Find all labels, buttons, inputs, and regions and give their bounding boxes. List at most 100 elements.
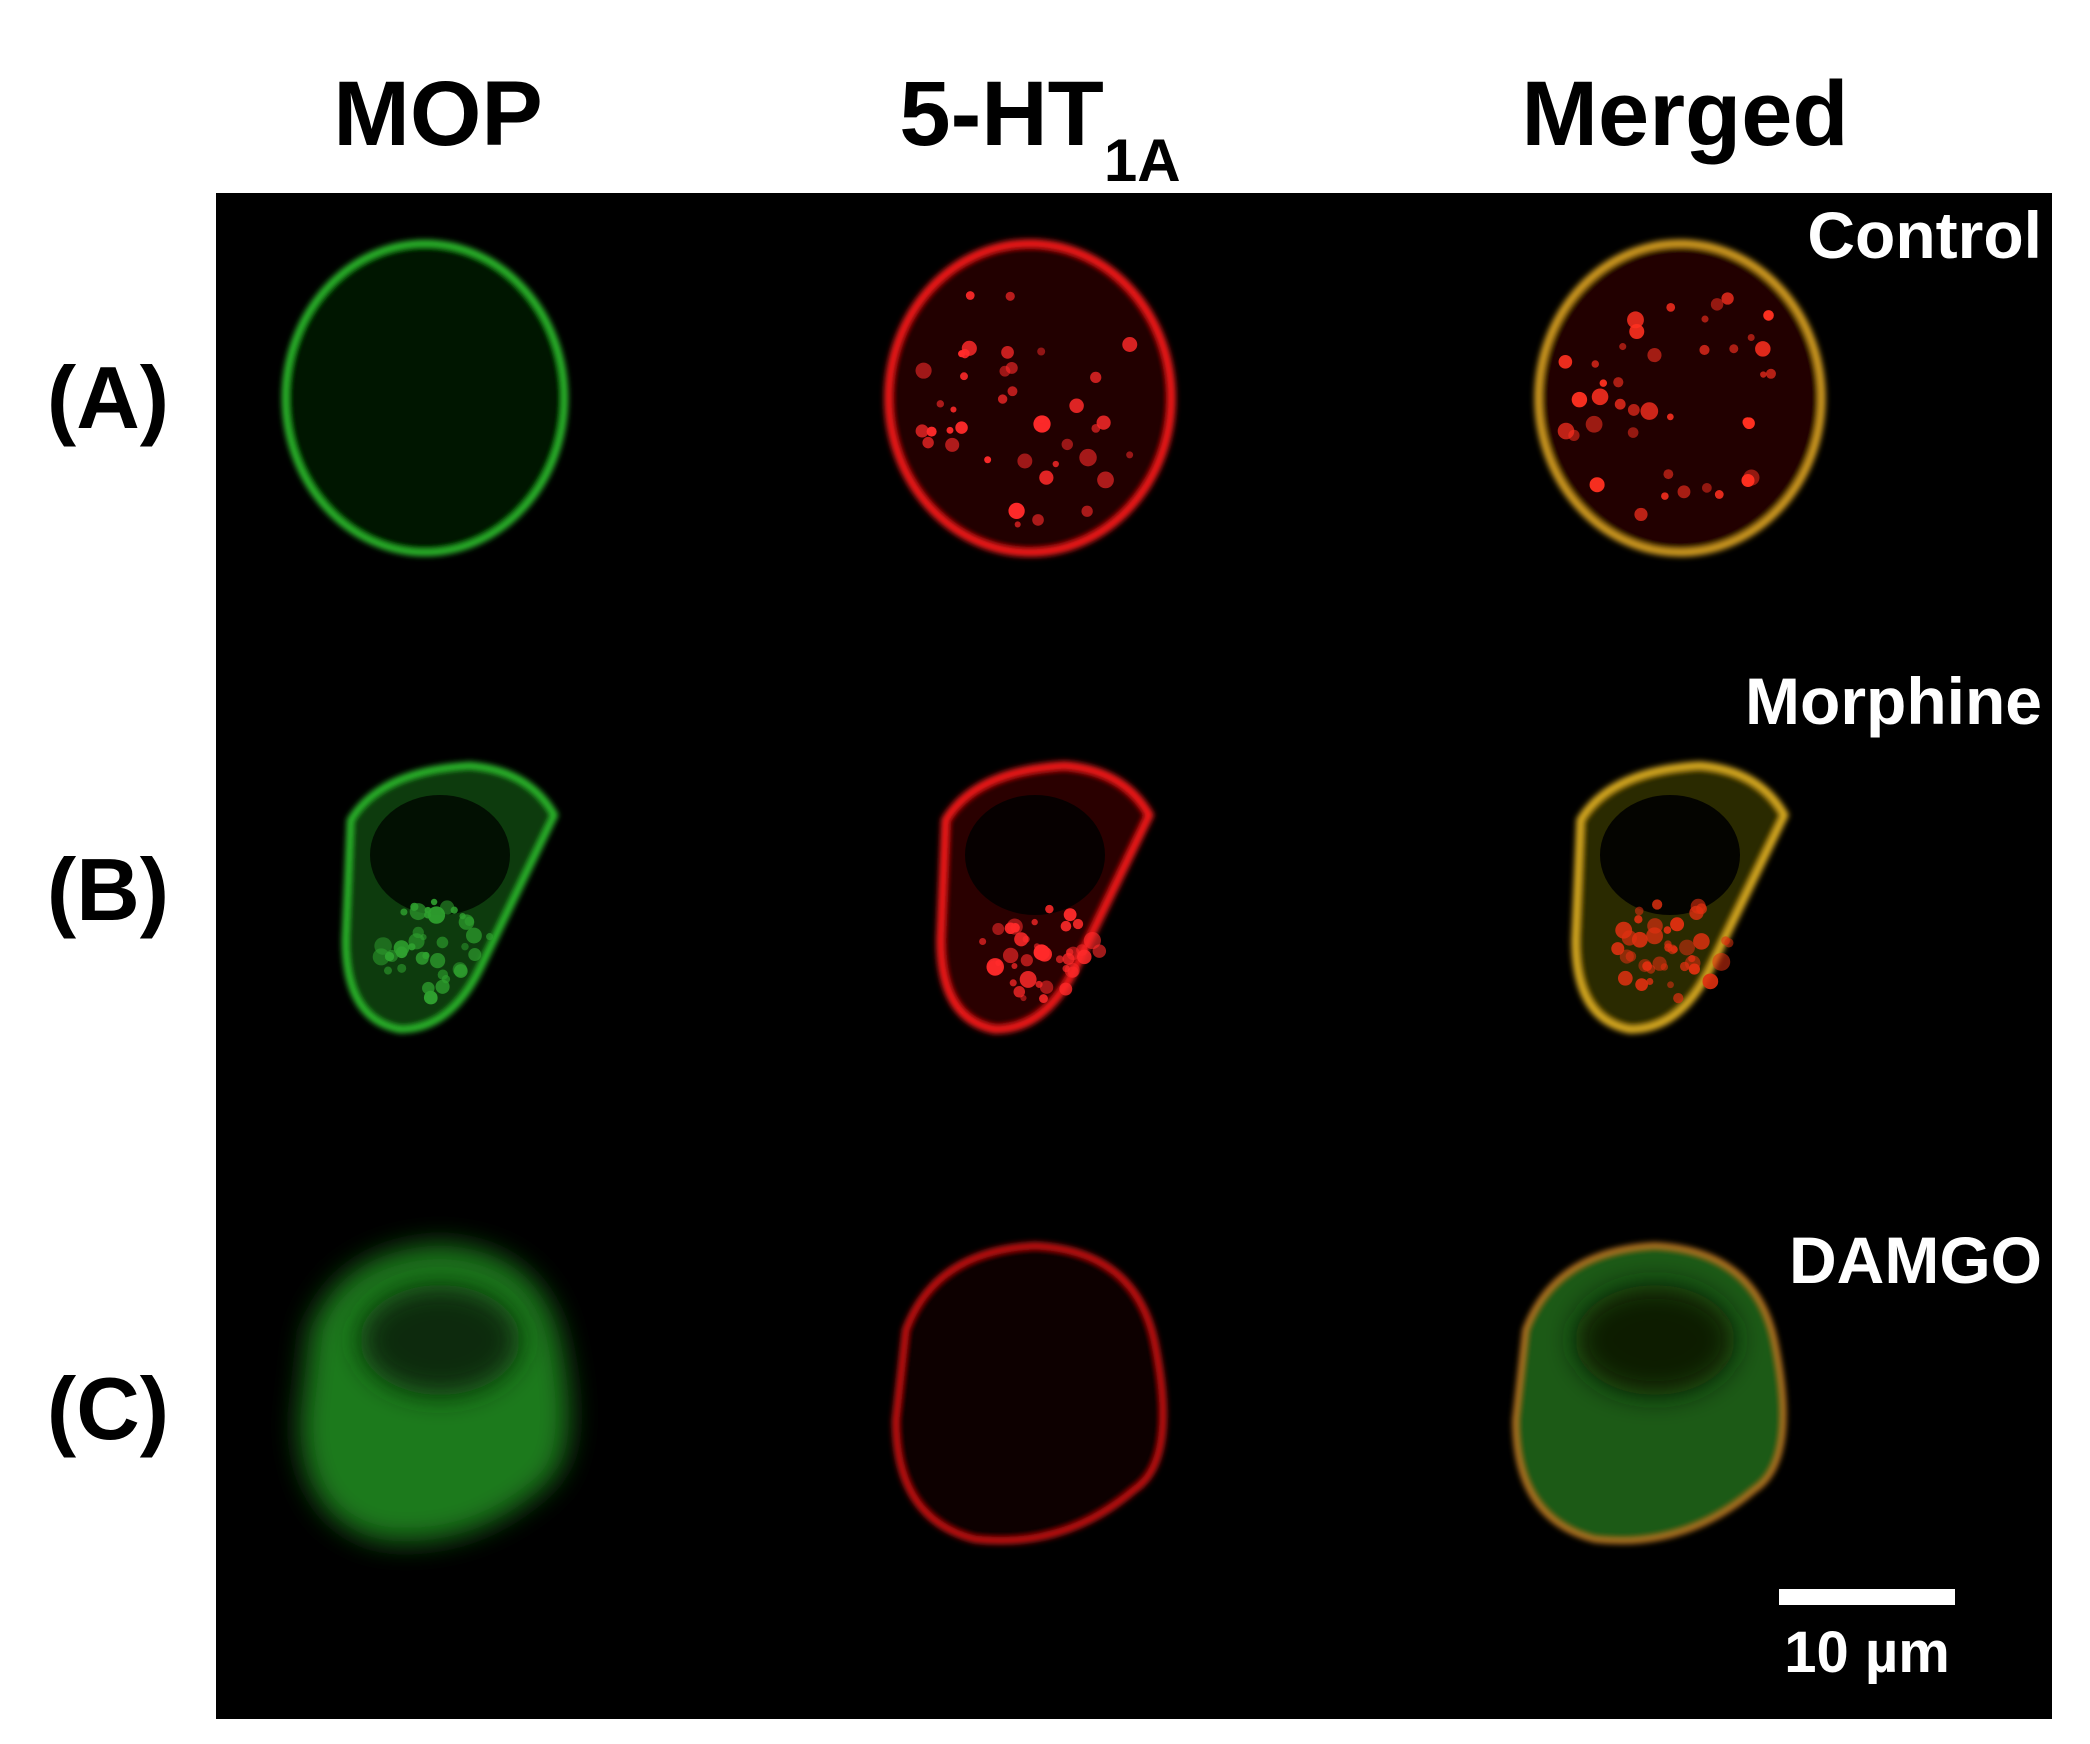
puncta bbox=[1037, 946, 1052, 962]
puncta bbox=[408, 943, 416, 951]
nucleus bbox=[370, 795, 510, 915]
puncta bbox=[1097, 471, 1114, 489]
puncta bbox=[922, 436, 934, 449]
puncta bbox=[1045, 904, 1054, 914]
puncta bbox=[1613, 377, 1624, 388]
condition-label: Control bbox=[1807, 198, 2042, 272]
puncta bbox=[1062, 952, 1075, 965]
puncta bbox=[915, 424, 929, 438]
puncta bbox=[1760, 371, 1767, 378]
puncta bbox=[1619, 343, 1627, 351]
puncta bbox=[936, 400, 944, 408]
puncta bbox=[1033, 943, 1041, 950]
puncta bbox=[1591, 388, 1609, 406]
puncta bbox=[1013, 986, 1026, 998]
puncta bbox=[1646, 978, 1654, 986]
puncta bbox=[1679, 939, 1695, 956]
puncta bbox=[486, 933, 494, 941]
puncta bbox=[1096, 415, 1111, 430]
puncta bbox=[946, 426, 954, 434]
puncta bbox=[1765, 368, 1776, 379]
puncta bbox=[992, 923, 1005, 935]
puncta bbox=[1032, 514, 1044, 526]
puncta bbox=[422, 981, 435, 995]
puncta bbox=[1714, 490, 1724, 499]
nucleus bbox=[965, 795, 1105, 915]
puncta bbox=[1741, 473, 1755, 488]
puncta bbox=[1646, 927, 1664, 945]
puncta bbox=[1666, 302, 1676, 312]
nucleus bbox=[1600, 795, 1740, 915]
puncta bbox=[430, 898, 438, 906]
puncta bbox=[1627, 311, 1644, 329]
puncta bbox=[965, 291, 975, 300]
row-label: (A) bbox=[47, 348, 169, 447]
puncta bbox=[1092, 944, 1107, 958]
puncta bbox=[1619, 949, 1634, 964]
puncta bbox=[955, 421, 968, 434]
puncta bbox=[397, 963, 407, 973]
puncta bbox=[1008, 502, 1025, 520]
header-base: 5-HT bbox=[899, 63, 1103, 165]
puncta bbox=[1702, 973, 1719, 990]
puncta bbox=[1742, 417, 1753, 428]
puncta bbox=[1621, 930, 1637, 946]
puncta bbox=[1019, 971, 1037, 988]
puncta bbox=[997, 394, 1008, 404]
puncta bbox=[400, 908, 408, 916]
column-header: Merged bbox=[1521, 63, 1848, 165]
puncta bbox=[1663, 469, 1674, 480]
scale-bar-label: 10 µm bbox=[1784, 1620, 1950, 1685]
puncta bbox=[395, 946, 408, 959]
puncta bbox=[950, 406, 957, 413]
cell-red bbox=[884, 239, 1176, 557]
puncta bbox=[1005, 291, 1015, 301]
puncta bbox=[1634, 906, 1644, 916]
condition-label: Morphine bbox=[1745, 664, 2042, 738]
puncta bbox=[465, 927, 482, 944]
puncta bbox=[961, 340, 977, 356]
puncta bbox=[960, 372, 968, 381]
puncta bbox=[1699, 344, 1710, 355]
puncta bbox=[1627, 427, 1639, 438]
puncta bbox=[1009, 979, 1017, 987]
puncta bbox=[1629, 324, 1645, 340]
puncta bbox=[926, 426, 937, 437]
puncta bbox=[1617, 970, 1633, 986]
puncta bbox=[1002, 947, 1019, 964]
puncta bbox=[1081, 505, 1093, 517]
puncta bbox=[1122, 337, 1138, 352]
puncta bbox=[420, 933, 427, 941]
puncta bbox=[1591, 360, 1599, 368]
puncta bbox=[1039, 994, 1048, 1004]
puncta bbox=[945, 437, 960, 452]
puncta bbox=[1035, 980, 1043, 988]
puncta bbox=[452, 962, 467, 977]
row-label: (B) bbox=[47, 840, 169, 939]
condition-label: DAMGO bbox=[1789, 1223, 2042, 1297]
puncta bbox=[1017, 453, 1033, 469]
puncta bbox=[999, 365, 1011, 377]
puncta bbox=[1571, 391, 1588, 408]
puncta bbox=[1634, 507, 1648, 522]
puncta bbox=[1724, 938, 1734, 948]
puncta bbox=[383, 966, 392, 975]
column-header: MOP bbox=[333, 63, 543, 165]
puncta bbox=[1763, 310, 1774, 321]
puncta bbox=[1020, 954, 1033, 967]
puncta bbox=[1652, 899, 1663, 910]
puncta bbox=[459, 912, 466, 920]
puncta bbox=[1039, 470, 1054, 485]
puncta bbox=[422, 951, 430, 960]
puncta bbox=[1666, 413, 1674, 421]
puncta bbox=[1079, 448, 1097, 467]
puncta bbox=[1701, 482, 1712, 493]
puncta bbox=[1663, 926, 1672, 934]
puncta bbox=[1091, 424, 1101, 433]
puncta bbox=[1011, 962, 1018, 969]
puncta bbox=[1061, 438, 1073, 451]
puncta bbox=[385, 949, 399, 963]
puncta bbox=[1069, 398, 1084, 414]
